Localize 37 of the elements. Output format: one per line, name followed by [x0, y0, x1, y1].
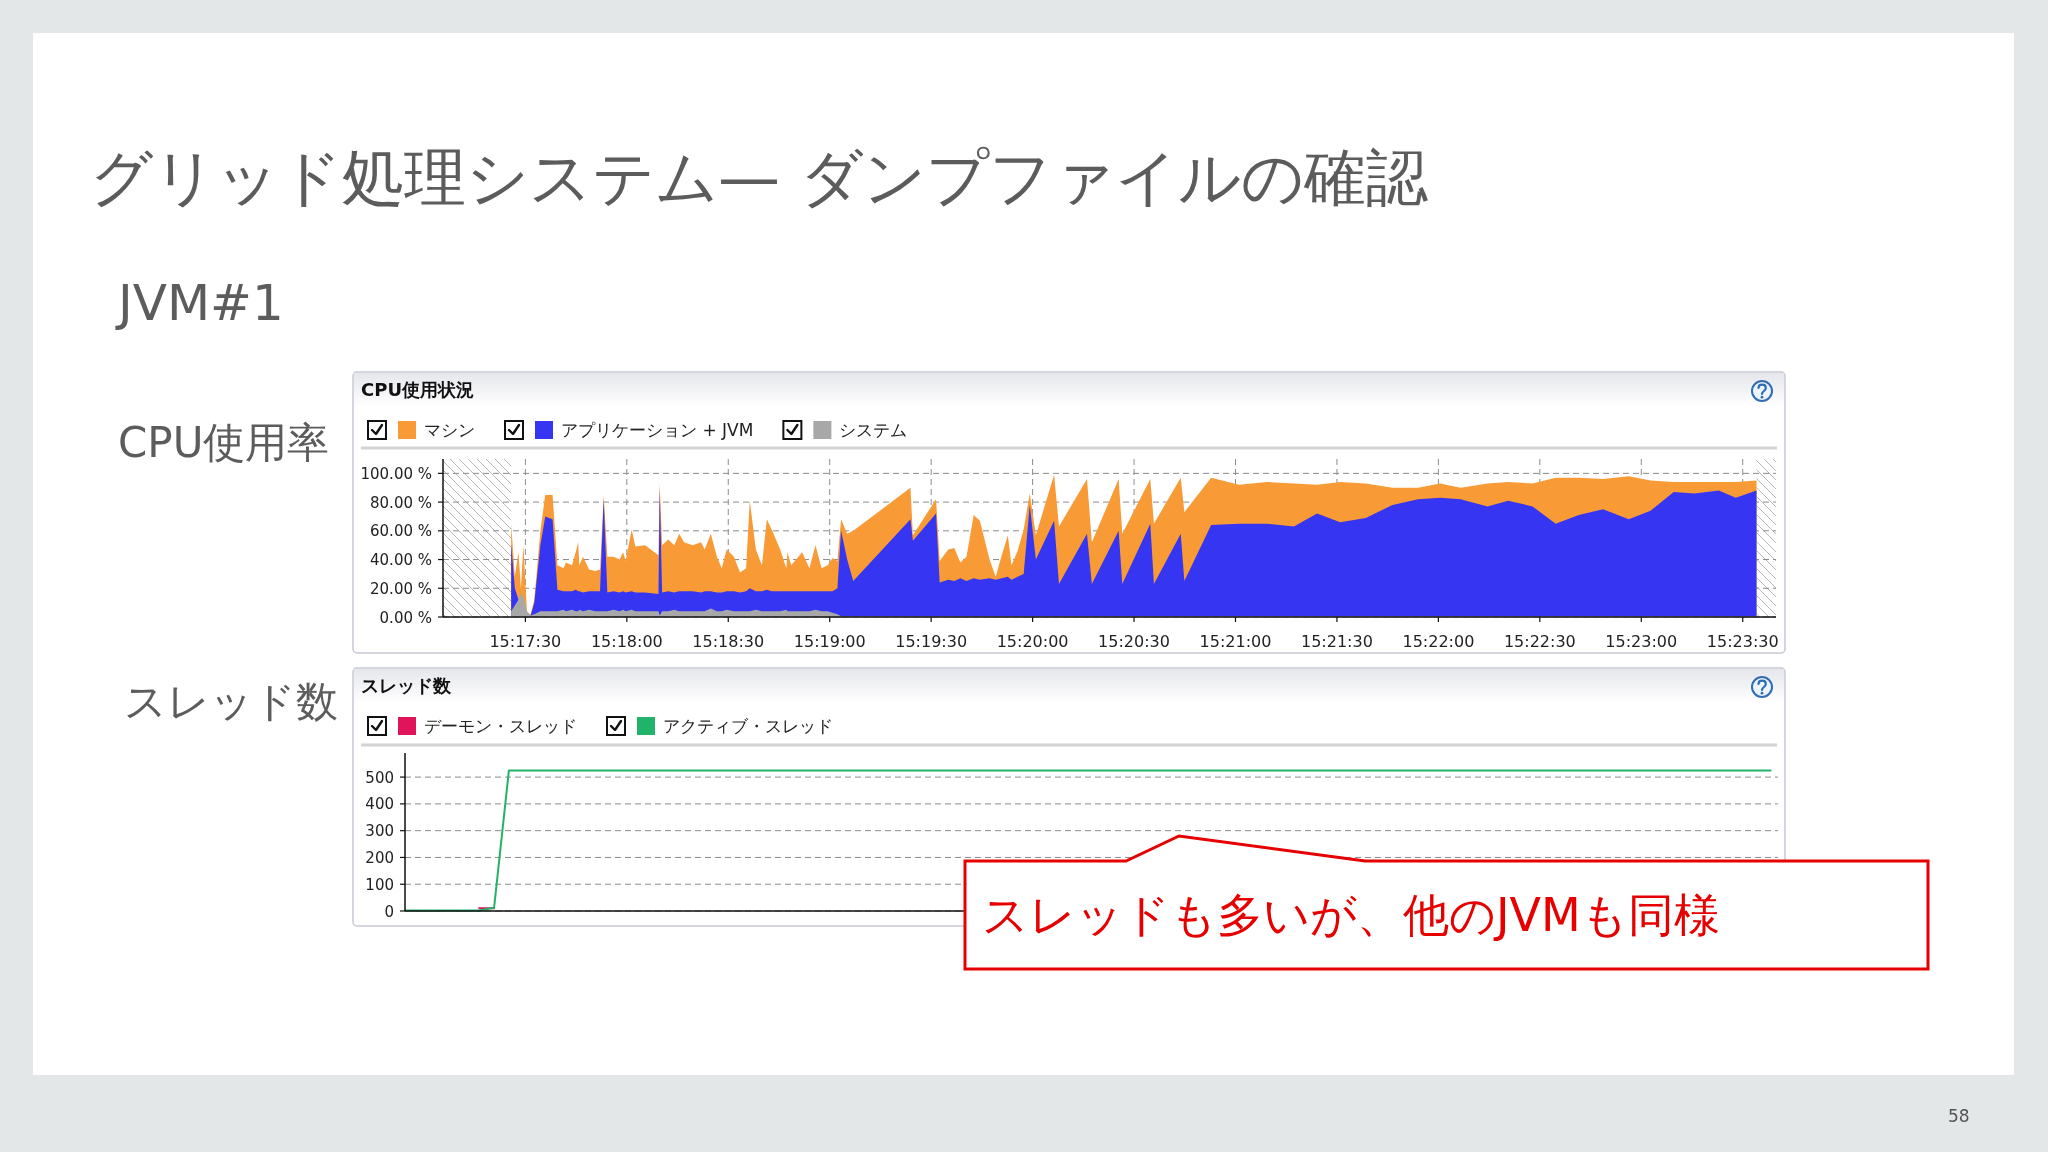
- chart-title: CPU使用状況: [361, 379, 475, 400]
- x-tick-label: 15:20:30: [1098, 632, 1170, 651]
- annotation: スレッドも多いが、他のJVMも同様: [982, 888, 1720, 942]
- legend-label: デーモン・スレッド: [424, 716, 577, 736]
- y-tick-label: 20.00 %: [370, 579, 432, 598]
- x-tick-label: 15:23:00: [1605, 632, 1678, 651]
- y-tick-label: 100.00 %: [360, 464, 432, 483]
- y-tick-label: 400: [365, 795, 394, 814]
- chart-title: スレッド数: [361, 675, 451, 696]
- annotation: CPU使用率: [118, 418, 330, 467]
- y-tick-label: 60.00 %: [370, 522, 432, 541]
- y-tick-label: 200: [365, 848, 394, 867]
- legend-label: アプリケーション + JVM: [561, 420, 754, 440]
- x-tick-label: 15:21:00: [1199, 632, 1272, 651]
- x-tick-label: 15:22:30: [1503, 632, 1576, 651]
- x-tick-label: 15:19:00: [793, 632, 866, 651]
- y-tick-label: 0.00 %: [379, 608, 432, 627]
- x-tick-label: 15:18:30: [692, 632, 765, 651]
- x-tick-label: 15:17:30: [489, 632, 562, 651]
- annotation: スレッド数: [124, 677, 338, 726]
- y-tick-label: 80.00 %: [370, 493, 432, 512]
- y-tick-label: 0: [384, 902, 394, 921]
- y-tick-label: 500: [365, 768, 394, 787]
- legend-label: システム: [839, 420, 908, 440]
- annotation: グリッド処理システム— ダンプファイルの確認: [90, 141, 1428, 214]
- x-tick-label: 15:19:30: [895, 632, 968, 651]
- legend-label: マシン: [424, 420, 475, 440]
- y-tick-label: 100: [365, 875, 394, 894]
- annotation: 58: [1948, 1106, 1970, 1126]
- y-tick-label: 40.00 %: [370, 551, 432, 570]
- x-tick-label: 15:22:00: [1402, 632, 1475, 651]
- x-tick-label: 15:23:30: [1706, 632, 1779, 651]
- x-tick-label: 15:20:00: [996, 632, 1069, 651]
- legend-label: アクティブ・スレッド: [663, 716, 833, 736]
- x-tick-label: 15:18:00: [590, 632, 663, 651]
- y-tick-label: 300: [365, 822, 394, 841]
- x-tick-label: 15:21:30: [1301, 632, 1373, 651]
